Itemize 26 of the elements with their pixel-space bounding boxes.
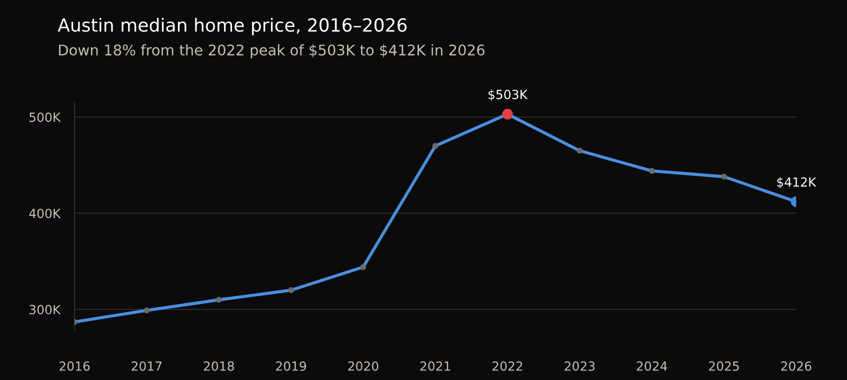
x-tick-label: 2020	[348, 361, 378, 371]
point	[360, 264, 366, 270]
point	[648, 168, 655, 174]
point	[144, 307, 150, 314]
x-tick-label: 2024	[636, 361, 668, 371]
x-tick-label: 2026	[781, 361, 812, 371]
x-tick-label: 2022	[492, 361, 522, 371]
point	[576, 148, 583, 154]
y-tick-label: 300K	[30, 304, 61, 314]
x-tick-label: 2017	[132, 361, 162, 371]
y-tick-label: 500K	[30, 112, 61, 122]
point	[432, 142, 438, 149]
y-tick-label: 400K	[29, 208, 61, 218]
point	[216, 296, 222, 303]
x-tick-label: 2023	[564, 361, 595, 371]
x-tick-label: 2025	[709, 361, 739, 371]
point	[721, 174, 727, 180]
x-tick-label: 2019	[276, 361, 306, 371]
data-label: $503K	[488, 90, 528, 101]
x-tick-label: 2016	[60, 361, 90, 371]
point	[288, 287, 294, 294]
x-tick-label: 2018	[204, 361, 234, 371]
chart-title: Austin median home price, 2016–2026	[58, 18, 407, 36]
x-tick-label: 2021	[420, 361, 450, 371]
data-label: $412K	[777, 177, 816, 188]
chart-subtitle: Down 18% from the 2022 peak of $503K to $412K in 2026	[59, 44, 484, 58]
